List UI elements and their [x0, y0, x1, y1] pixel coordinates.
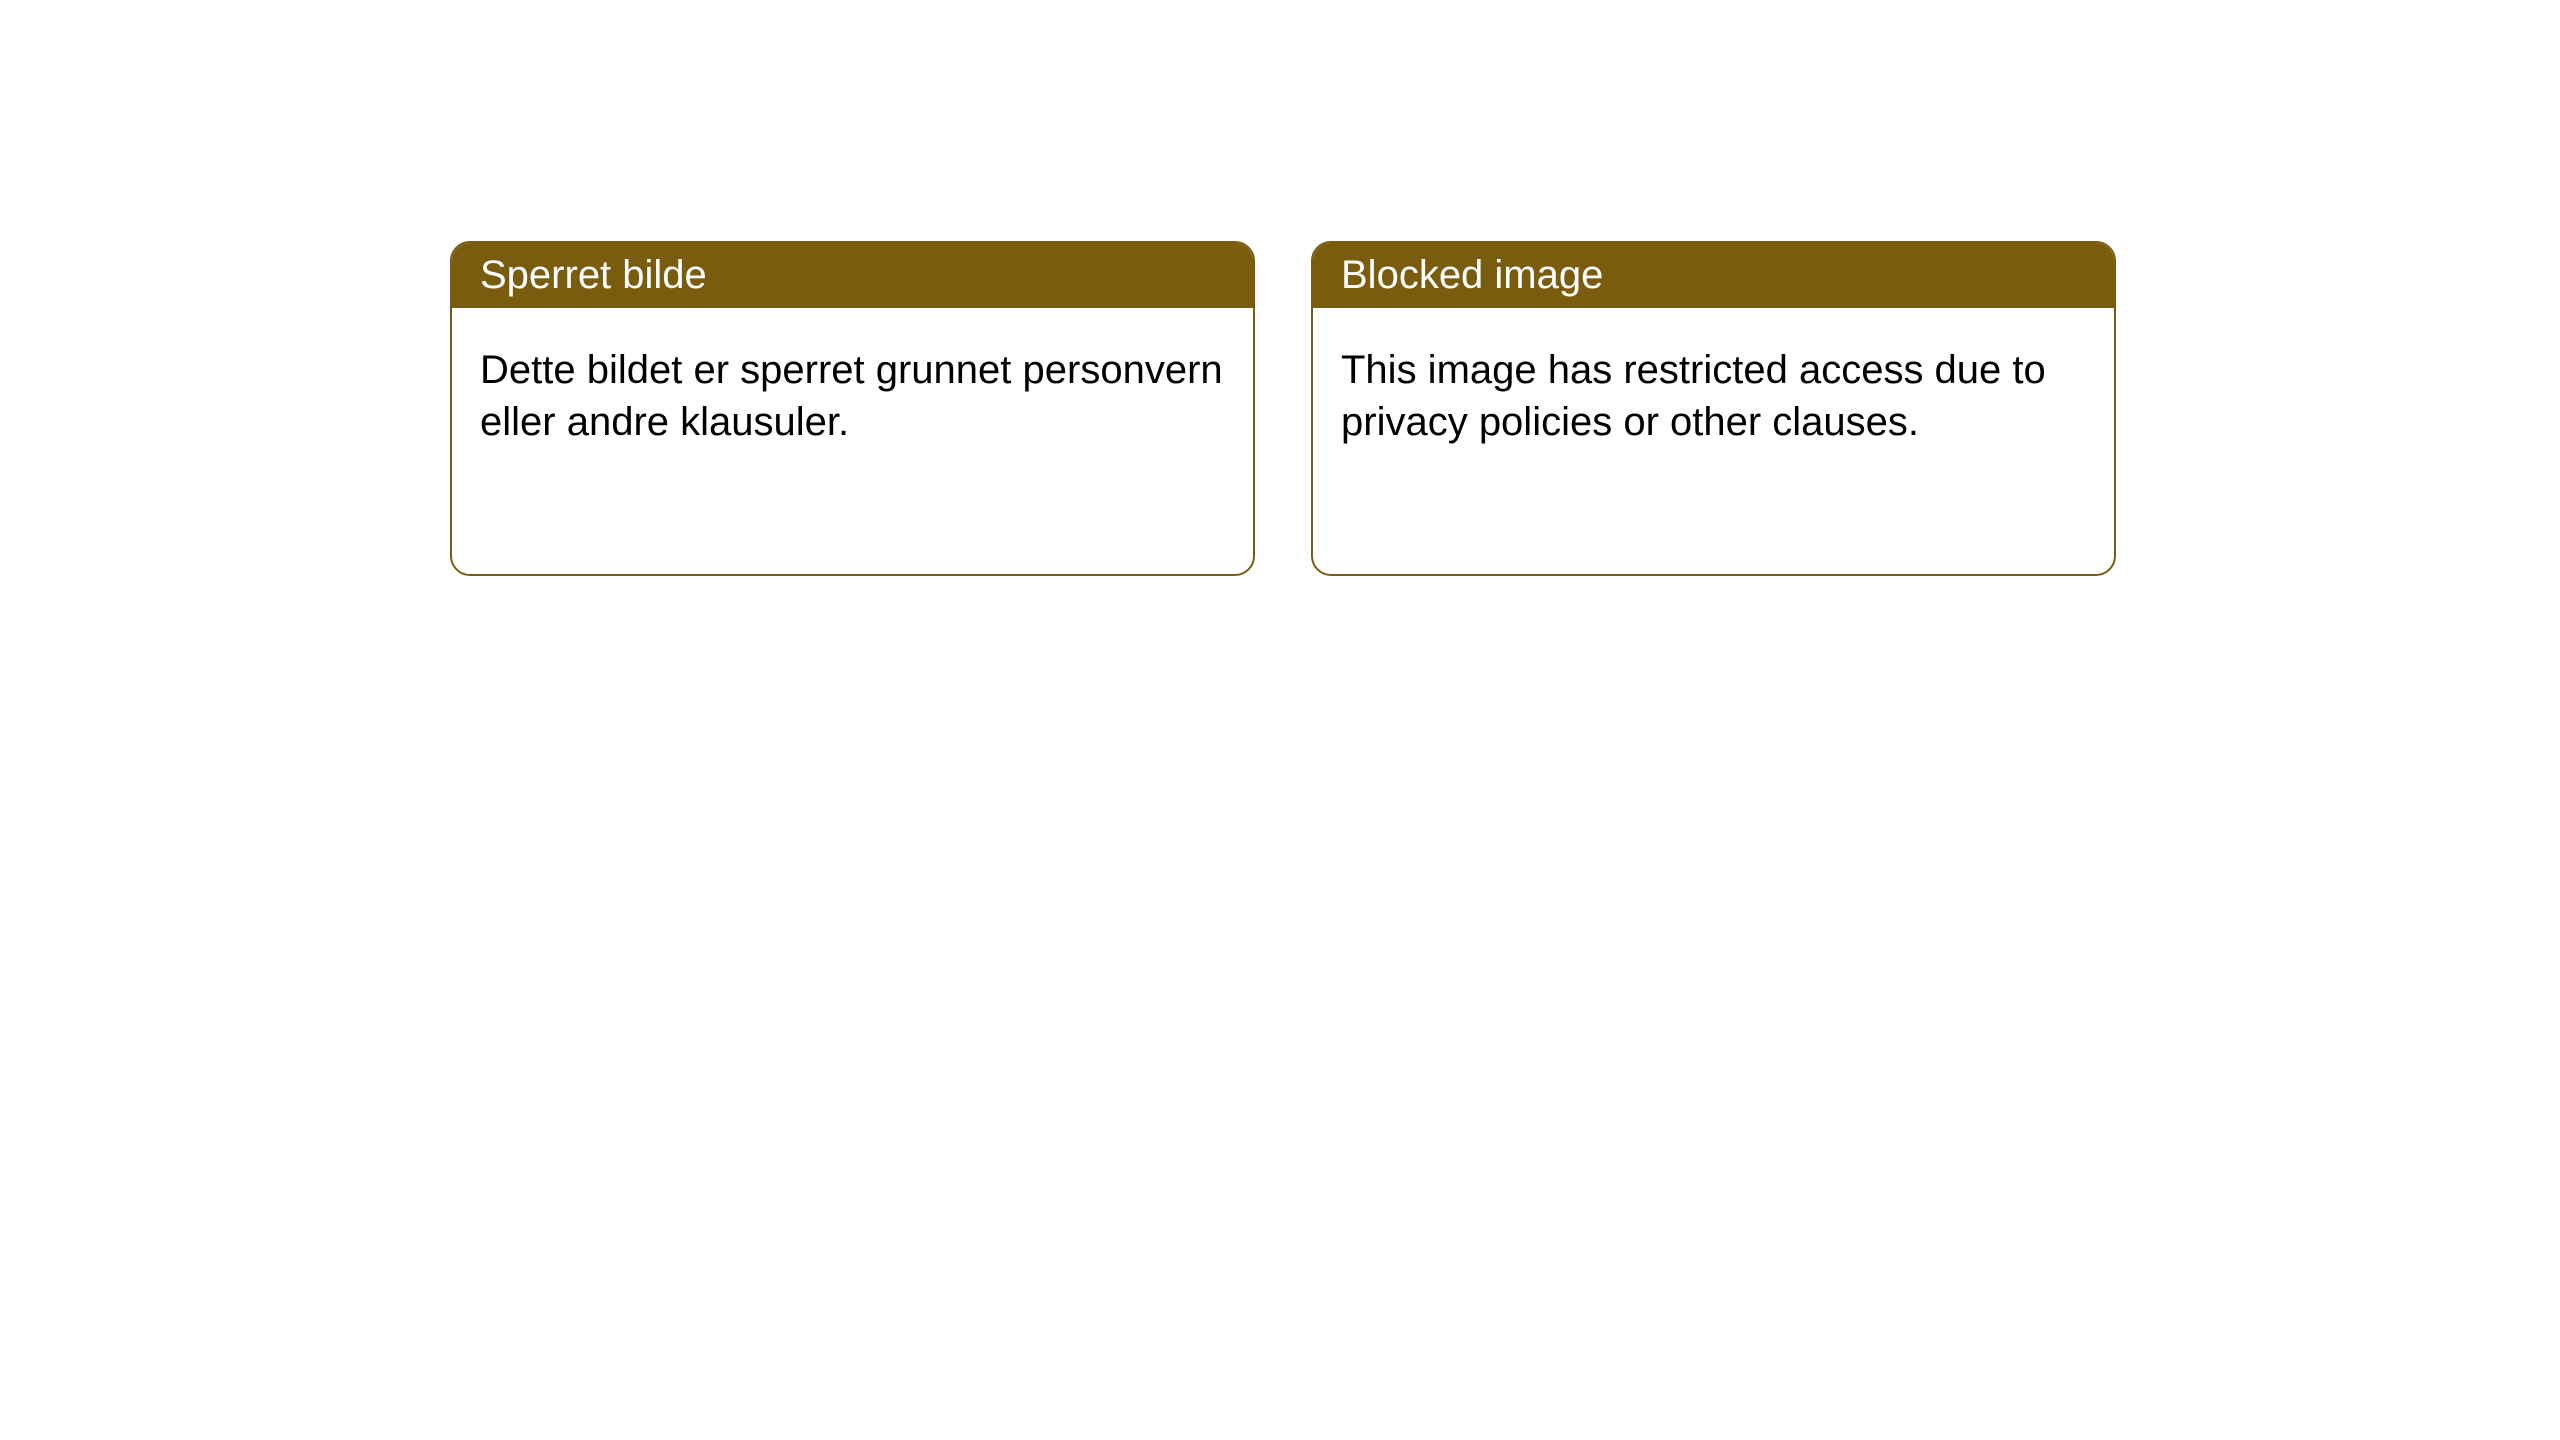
notice-card-norwegian: Sperret bilde Dette bildet er sperret gr…: [450, 241, 1255, 576]
notice-header: Sperret bilde: [452, 243, 1253, 308]
notice-body: Dette bildet er sperret grunnet personve…: [452, 308, 1253, 484]
notice-card-english: Blocked image This image has restricted …: [1311, 241, 2116, 576]
notice-header: Blocked image: [1313, 243, 2114, 308]
notice-title: Blocked image: [1341, 253, 1603, 297]
notice-body-text: Dette bildet er sperret grunnet personve…: [480, 348, 1223, 444]
notice-body-text: This image has restricted access due to …: [1341, 348, 2046, 444]
notice-body: This image has restricted access due to …: [1313, 308, 2114, 484]
notice-title: Sperret bilde: [480, 253, 707, 297]
notice-container: Sperret bilde Dette bildet er sperret gr…: [0, 0, 2560, 576]
